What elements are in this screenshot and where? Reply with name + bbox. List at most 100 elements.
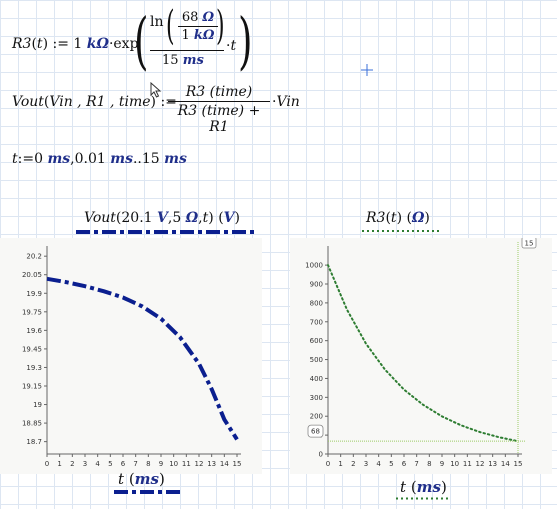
x-tick-label: 14 xyxy=(220,460,229,468)
pl-y-c2: , xyxy=(198,210,203,226)
pr-y-unit: Ω xyxy=(411,210,425,226)
plot-left-x-title[interactable]: t (ms) xyxy=(118,470,165,488)
eq1-inner-num: 68 xyxy=(181,10,199,25)
pr-y-urp: ) xyxy=(424,210,430,226)
eq1-outer-lparen: ( xyxy=(134,4,149,77)
eq3-unit-a: ms xyxy=(47,151,71,167)
eq3-v2: 15 xyxy=(141,151,160,167)
x-marker-box xyxy=(521,238,537,249)
x-marker-readout[interactable]: 15 xyxy=(521,238,537,249)
x-tick-label: 7 xyxy=(414,460,418,468)
y-tick-label: 19.15 xyxy=(22,383,42,391)
pl-x-unit: ms xyxy=(134,470,159,488)
pl-x-rp: ) xyxy=(159,470,165,488)
eq1-lparen: ( xyxy=(31,36,37,52)
eq1-coef: 1 xyxy=(73,36,83,52)
plot-left-y-title[interactable]: Vout(20.1 V,5 Ω,t) (V) xyxy=(84,210,240,226)
pr-y-rp: ) xyxy=(396,210,403,226)
y-tick-label: 19.6 xyxy=(26,327,42,335)
y-tick-label: 19 xyxy=(33,401,42,409)
eq1-inner-den-unit: kΩ xyxy=(193,28,215,43)
series-line xyxy=(46,276,239,441)
plot-right-y-title[interactable]: R3(t) (Ω) xyxy=(366,210,430,226)
x-tick-label: 11 xyxy=(182,460,191,468)
pl-x-lp: ( xyxy=(128,470,135,488)
x-tick-label: 9 xyxy=(440,460,444,468)
eq2-args: Vin , R1 , time xyxy=(49,94,151,110)
pr-y-expr: R3 xyxy=(366,210,386,226)
plot-left[interactable] xyxy=(0,238,262,474)
plot-right-legend-line xyxy=(362,230,442,232)
pr-x-expr: t xyxy=(400,478,407,496)
eq3-sep1: , xyxy=(70,151,75,167)
x-tick-label: 5 xyxy=(389,460,393,468)
y-tick-label: 18.7 xyxy=(26,438,42,446)
x-tick-label: 12 xyxy=(476,460,485,468)
x-tick-label: 1 xyxy=(57,460,61,468)
eq1-coef-unit: kΩ xyxy=(86,36,109,52)
eq1-ln: ln xyxy=(150,14,164,30)
y-tick-label: 19.3 xyxy=(26,364,42,372)
eq3-v0: 0 xyxy=(34,151,44,167)
y-tick-label: 600 xyxy=(310,337,323,345)
x-tick-label: 8 xyxy=(427,460,431,468)
eq1-times-t: t xyxy=(230,38,237,54)
x-tick-label: 13 xyxy=(488,460,497,468)
x-tick-label: 10 xyxy=(450,460,459,468)
pr-x-unit: ms xyxy=(416,478,441,496)
eq1-inner-den: 1 xyxy=(181,28,190,43)
pl-y-b-unit: Ω xyxy=(185,210,199,226)
eq1-outer-rparen: ) xyxy=(238,4,253,77)
eq1-outer-bar xyxy=(150,50,224,51)
y-tick-label: 20.05 xyxy=(22,271,42,279)
eq1-ln-rparen: ) xyxy=(216,3,225,49)
eq2-num: R3 (time) xyxy=(185,84,253,100)
plot-left-x-legend-line xyxy=(114,490,182,494)
y-tick-label: 800 xyxy=(310,299,323,307)
eq1-assign: := xyxy=(52,36,69,52)
x-tick-label: 4 xyxy=(95,460,100,468)
eq2-den: R3 (time) + R1 xyxy=(177,103,261,135)
plot-left-legend-line xyxy=(76,230,254,234)
plot-right-canvas[interactable]: 0 1 2 3 4 5 6 7 8 9 10 11 12 13 14 15100090080070060050… xyxy=(290,238,552,474)
eq3-unit-c: ms xyxy=(164,151,187,167)
x-tick-label: 2 xyxy=(351,460,355,468)
pl-x-expr: t xyxy=(118,470,125,488)
pl-y-lp: ( xyxy=(115,210,122,226)
x-tick-label: 9 xyxy=(159,460,163,468)
x-tick-label: 13 xyxy=(207,460,216,468)
eq3-unit-b: ms xyxy=(110,151,133,167)
pl-y-ulp: ( xyxy=(218,210,224,226)
x-tick-label: 8 xyxy=(146,460,150,468)
pl-y-b: 5 xyxy=(172,210,182,226)
plot-left-canvas[interactable]: 0 1 2 3 4 5 6 7 8 9 10 11 12 13 14 1520.220.0519.919.75… xyxy=(0,238,262,474)
pl-y-a: 20.1 xyxy=(121,210,153,226)
plot-right-x-title[interactable]: t (ms) xyxy=(400,478,447,496)
equation-t-range[interactable]: t:=0 ms,0.01 ms..15 ms xyxy=(12,151,187,167)
crosshair-cursor-icon xyxy=(361,64,373,76)
y-tick-label: 19.9 xyxy=(26,290,42,298)
eq1-outer-den: 15 xyxy=(162,53,179,68)
x-marker-label: 15 xyxy=(525,240,534,248)
y-marker-box xyxy=(307,424,324,438)
x-tick-label: 4 xyxy=(376,460,381,468)
equation-r3-definition[interactable]: R3(t) := 1 kΩ·exp ( ln ( 68 Ω 1 kΩ ) 15 … xyxy=(12,3,253,77)
eq1-lhs: R3 xyxy=(12,36,32,52)
series-line xyxy=(327,264,519,443)
y-marker-readout[interactable]: 68 xyxy=(307,424,324,438)
pl-y-urp: ) xyxy=(234,210,240,226)
x-tick-label: 12 xyxy=(195,460,204,468)
eq1-ln-lparen: ( xyxy=(166,3,175,49)
y-tick-label: 900 xyxy=(310,281,323,289)
eq2-dot: · xyxy=(272,94,277,110)
eq3-v1: 0.01 xyxy=(74,151,106,167)
x-tick-label: 3 xyxy=(364,460,368,468)
y-tick-label: 700 xyxy=(310,318,323,326)
y-tick-label: 300 xyxy=(310,394,323,402)
x-tick-label: 1 xyxy=(338,460,342,468)
plot-right-x-legend-line xyxy=(396,497,450,500)
x-tick-label: 0 xyxy=(45,460,49,468)
pr-y-arg: t xyxy=(390,210,397,226)
equation-vout-definition[interactable]: Vout(Vin , R1 , time) := R3 (time) R3 (t… xyxy=(12,84,312,135)
eq3-assign: := xyxy=(17,151,35,167)
